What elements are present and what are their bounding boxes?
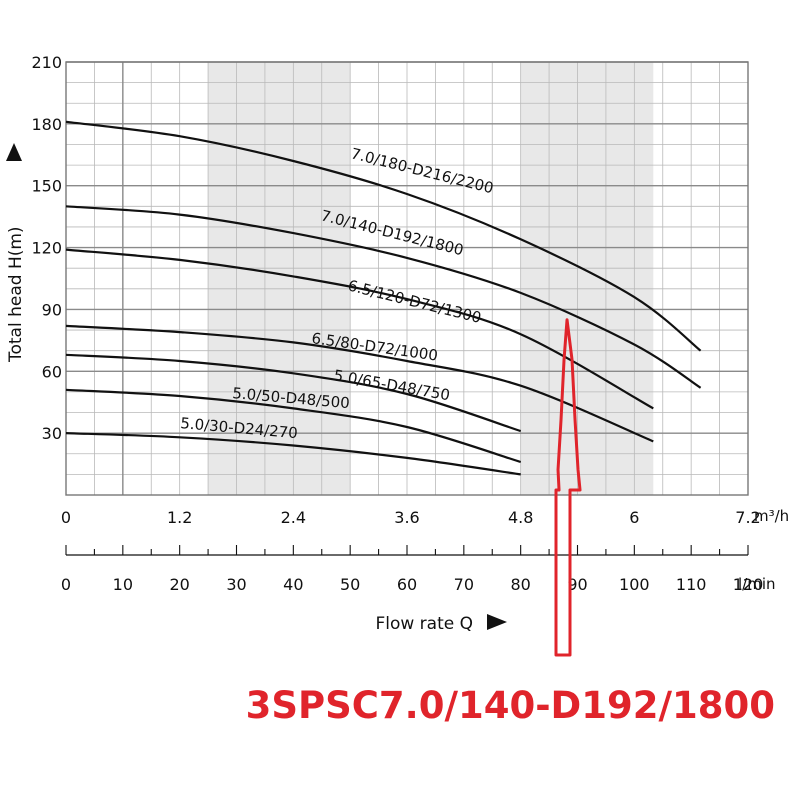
y-tick-label: 90 [42,300,62,319]
secondary-x-tick-label: 30 [226,575,246,594]
series-line [65,324,654,443]
y-tick-labels: 210 180 150 120 90 60 30 [31,53,62,443]
series-curves [65,120,702,476]
y-axis-arrow-icon [6,143,22,161]
y-tick-label: 210 [31,53,62,72]
x-axis-title: Flow rate Q [375,614,473,634]
secondary-x-tick-label: 20 [169,575,189,594]
series-line [65,248,654,410]
series-label: 6.5/120-D72/1300 [346,276,483,327]
secondary-x-tick-label: 90 [567,575,587,594]
secondary-x-tick-label: 110 [676,575,707,594]
secondary-x-axis: 0 10 20 30 40 50 60 70 80 90 100 110 120 [61,545,763,594]
series-line [65,353,522,433]
plot-border [65,61,749,496]
x-tick-labels: 0 1.2 2.4 3.6 4.8 6 7.2 [61,508,761,527]
grid-lines [65,61,749,496]
x-tick-label: 6 [629,508,639,527]
shaded-band [520,62,654,495]
x-axis-arrow-icon [487,614,507,630]
secondary-x-tick-label: 0 [61,575,71,594]
secondary-x-tick-label: 100 [619,575,650,594]
series-label: 7.0/180-D216/2200 [349,144,495,197]
y-tick-label: 60 [42,362,62,381]
secondary-x-tick-label: 50 [340,575,360,594]
y-tick-label: 150 [31,177,62,196]
x-tick-label: 2.4 [281,508,306,527]
x-unit-label: m³/h [754,507,789,525]
secondary-x-tick-label: 10 [113,575,133,594]
highlight-marker [554,318,582,657]
secondary-x-tick-label: 80 [510,575,530,594]
shaded-band [208,62,351,495]
series-line [65,388,522,464]
x-tick-label: 0 [61,508,71,527]
x-tick-label: 3.6 [394,508,419,527]
shaded-bands [208,62,654,495]
secondary-x-tick-label: 70 [454,575,474,594]
x-tick-label: 4.8 [508,508,533,527]
model-label: 3SPSC7.0/140-D192/1800 [246,684,775,727]
y-tick-label: 180 [31,115,62,134]
series-line [65,120,702,352]
series-line [65,432,521,476]
secondary-x-tick-label: 120 [733,575,764,594]
y-tick-label: 30 [42,424,62,443]
y-tick-label: 120 [31,239,62,258]
series-line [65,205,702,389]
x-tick-label: 7.2 [735,508,760,527]
x-tick-label: 1.2 [167,508,192,527]
secondary-x-tick-label: 60 [397,575,417,594]
highlight-marker-outline [554,318,582,657]
secondary-x-tick-label: 40 [283,575,303,594]
secondary-x-unit-label: l/min [738,575,776,593]
y-axis-title: Total head H(m) [6,226,26,363]
